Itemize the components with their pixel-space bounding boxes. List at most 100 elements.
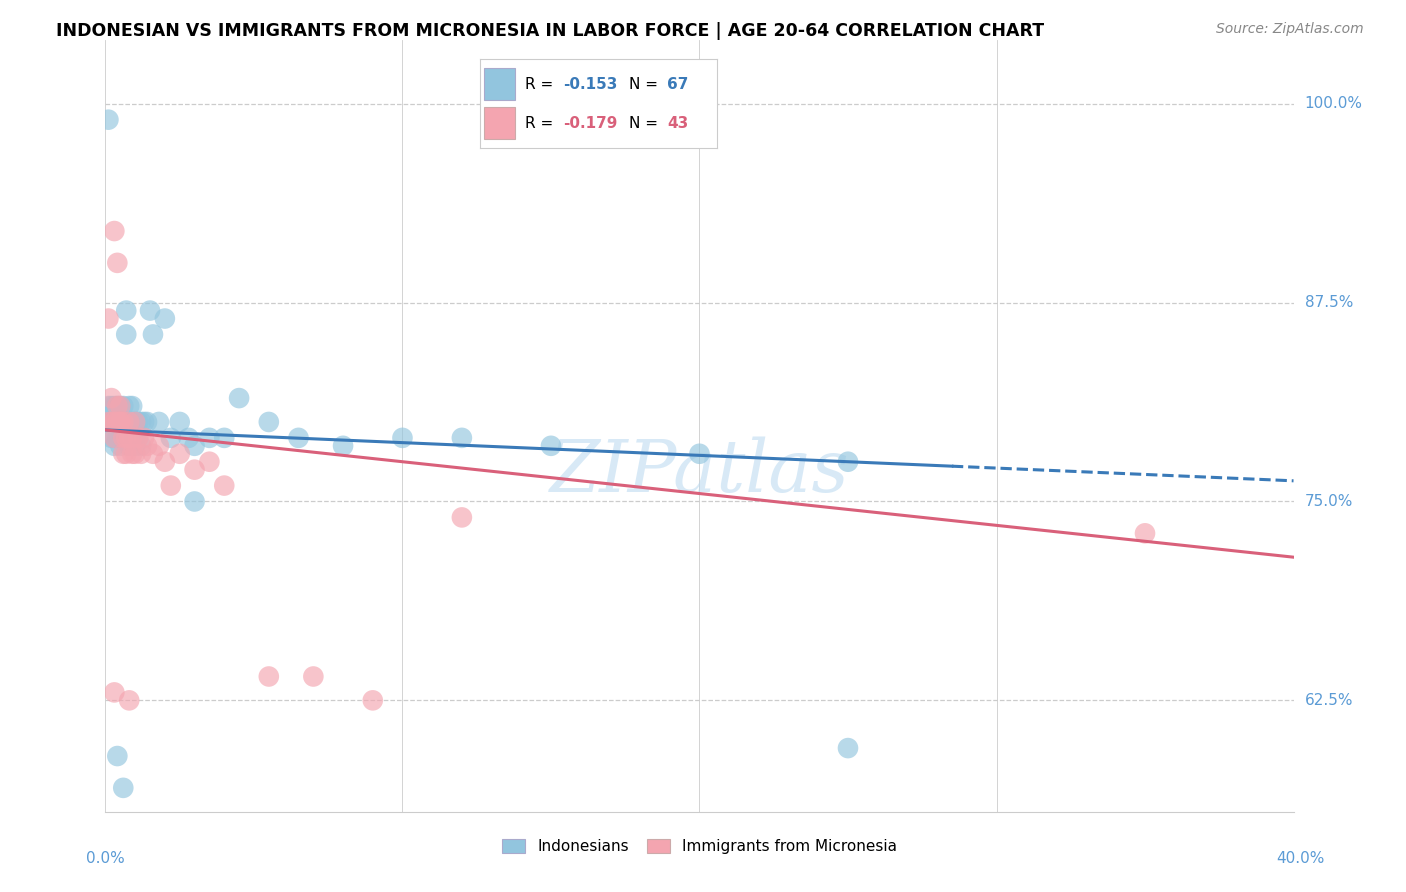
Point: [142, 327, 165, 342]
Point: [302, 669, 325, 683]
Point: [103, 685, 125, 699]
Point: [837, 455, 859, 469]
Point: [100, 415, 122, 429]
Point: [183, 463, 205, 477]
Point: [136, 439, 159, 453]
Point: [112, 447, 135, 461]
Point: [115, 447, 138, 461]
Point: [103, 415, 125, 429]
Point: [153, 455, 176, 469]
Point: [110, 431, 132, 445]
Point: [287, 431, 309, 445]
Point: [129, 439, 152, 453]
Point: [105, 399, 128, 413]
Point: [112, 415, 135, 429]
Point: [118, 415, 141, 429]
Text: 62.5%: 62.5%: [1305, 693, 1353, 708]
Point: [450, 431, 472, 445]
Point: [105, 415, 128, 429]
Point: [103, 415, 125, 429]
Point: [103, 415, 125, 429]
Point: [159, 478, 181, 492]
Point: [127, 431, 149, 445]
Text: 100.0%: 100.0%: [1305, 96, 1362, 112]
Point: [118, 693, 141, 707]
Point: [121, 415, 143, 429]
Point: [97, 311, 120, 326]
Point: [148, 415, 170, 429]
Point: [105, 399, 128, 413]
Point: [1133, 526, 1156, 541]
Point: [112, 431, 135, 445]
Text: 40.0%: 40.0%: [1277, 851, 1324, 865]
Point: [159, 431, 181, 445]
Point: [112, 431, 135, 445]
Text: INDONESIAN VS IMMIGRANTS FROM MICRONESIA IN LABOR FORCE | AGE 20-64 CORRELATION : INDONESIAN VS IMMIGRANTS FROM MICRONESIA…: [56, 22, 1045, 40]
Point: [112, 415, 135, 429]
Text: 87.5%: 87.5%: [1305, 295, 1353, 310]
Point: [177, 431, 200, 445]
Point: [97, 415, 120, 429]
Point: [112, 415, 135, 429]
Point: [97, 399, 120, 413]
Point: [105, 256, 128, 270]
Point: [103, 399, 125, 413]
Point: [105, 415, 128, 429]
Point: [450, 510, 472, 524]
Point: [169, 415, 191, 429]
Point: [100, 399, 122, 413]
Point: [257, 415, 280, 429]
Text: 75.0%: 75.0%: [1305, 494, 1353, 509]
Point: [100, 415, 122, 429]
Point: [198, 455, 221, 469]
Point: [118, 415, 141, 429]
Text: 0.0%: 0.0%: [86, 851, 125, 865]
Point: [129, 447, 152, 461]
Point: [124, 447, 146, 461]
Point: [361, 693, 384, 707]
Point: [103, 439, 125, 453]
Point: [115, 303, 138, 318]
Point: [118, 431, 141, 445]
Point: [127, 415, 149, 429]
Point: [214, 431, 236, 445]
Point: [115, 431, 138, 445]
Point: [110, 439, 132, 453]
Legend: Indonesians, Immigrants from Micronesia: Indonesians, Immigrants from Micronesia: [495, 831, 904, 862]
Point: [110, 415, 132, 429]
Point: [100, 431, 122, 445]
Point: [112, 780, 135, 795]
Point: [97, 415, 120, 429]
Point: [105, 431, 128, 445]
Point: [115, 431, 138, 445]
Point: [136, 415, 159, 429]
Point: [153, 311, 176, 326]
Point: [121, 431, 143, 445]
Point: [103, 224, 125, 238]
Point: [129, 415, 152, 429]
Point: [121, 399, 143, 413]
Point: [148, 439, 170, 453]
Point: [142, 447, 165, 461]
Point: [100, 415, 122, 429]
Point: [97, 112, 120, 127]
Point: [689, 447, 711, 461]
Point: [110, 399, 132, 413]
Point: [183, 439, 205, 453]
Point: [110, 415, 132, 429]
Point: [228, 391, 250, 405]
Point: [214, 478, 236, 492]
Text: Source: ZipAtlas.com: Source: ZipAtlas.com: [1216, 22, 1364, 37]
Point: [257, 669, 280, 683]
Point: [115, 327, 138, 342]
Point: [169, 447, 191, 461]
Point: [540, 439, 562, 453]
Point: [105, 749, 128, 764]
Text: ZIPatlas: ZIPatlas: [550, 437, 849, 508]
Point: [837, 741, 859, 756]
Point: [132, 415, 155, 429]
Point: [132, 431, 155, 445]
Point: [124, 415, 146, 429]
Point: [112, 399, 135, 413]
Point: [124, 415, 146, 429]
